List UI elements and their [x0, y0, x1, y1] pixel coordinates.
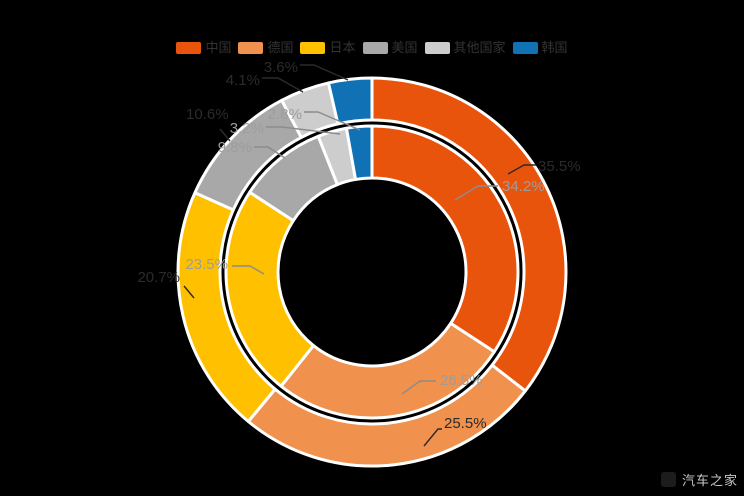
segment-label-outer-1: 25.5% [444, 415, 487, 432]
pie-segment-outer-0[interactable]: 中国 35.5% [370, 76, 568, 393]
legend-label: 德国 [267, 40, 294, 55]
legend-item-3[interactable]: 美国 [362, 40, 418, 55]
segment-label-inner-3: 9.8% [218, 139, 252, 156]
legend-item-2[interactable]: 日本 [300, 40, 356, 55]
label-leader-line-inner-3 [254, 146, 286, 159]
legend-label: 日本 [329, 40, 356, 55]
segment-label-inner-2: 23.5% [185, 256, 228, 273]
legend-item-4[interactable]: 其他国家 [424, 40, 506, 55]
watermark: 汽车之家 [660, 470, 738, 489]
label-leader-line-inner-4 [266, 126, 341, 135]
legend-item-1[interactable]: 德国 [238, 41, 293, 55]
segment-label-outer-5: 3.6% [264, 59, 298, 76]
legend-swatch [238, 42, 264, 54]
label-leader-line-outer-2 [183, 285, 195, 299]
legend-item-0[interactable]: 中国 [176, 41, 231, 55]
legend-label: 美国 [391, 40, 418, 55]
label-leader-line-outer-0 [507, 164, 536, 175]
watermark-text: 汽车之家 [681, 473, 738, 488]
legend-swatch [300, 42, 326, 54]
label-leader-line-outer-5 [300, 64, 349, 81]
segment-label-outer-4: 4.1% [226, 72, 260, 89]
chart-legend: 中国 德国 日本 美国 其他国家 韩国 [0, 41, 744, 55]
segment-label-inner-1: 26.5% [440, 372, 483, 389]
segment-label-inner-4: 3.2% [230, 120, 264, 137]
pie-segment-inner-1[interactable]: 德国 26.5% [279, 321, 496, 420]
pie-segment-outer-5[interactable]: 韩国 3.6% [326, 76, 374, 126]
label-leader-line-inner-5 [304, 111, 361, 131]
legend-item-5[interactable]: 韩国 [512, 40, 568, 55]
label-leader-line-outer-4 [262, 77, 304, 93]
legend-label: 其他国家 [453, 40, 506, 55]
segment-label-outer-2: 20.7% [137, 269, 180, 286]
legend-swatch [362, 42, 388, 54]
legend-swatch [176, 42, 202, 54]
legend-label: 韩国 [541, 40, 568, 55]
segment-label-outer-0: 35.5% [538, 158, 581, 175]
label-leader-line-inner-2 [232, 265, 265, 275]
legend-swatch [512, 42, 538, 54]
segment-label-outer-3: 10.6% [186, 106, 229, 123]
label-leader-line-inner-1 [401, 380, 436, 395]
label-leader-line-inner-0 [454, 185, 498, 201]
pie-segment-inner-0[interactable]: 中国 34.2% [370, 124, 520, 354]
label-leader-line-outer-3 [219, 128, 231, 142]
legend-swatch [424, 42, 450, 54]
segment-label-inner-0: 34.2% [502, 178, 545, 195]
label-leader-line-outer-1 [423, 428, 442, 447]
pie-segment-inner-5[interactable]: 韩国 2.8% [344, 124, 374, 181]
legend-label: 中国 [205, 40, 232, 55]
autohome-logo-icon [660, 472, 676, 487]
segment-label-inner-5: 2.8% [268, 106, 302, 123]
